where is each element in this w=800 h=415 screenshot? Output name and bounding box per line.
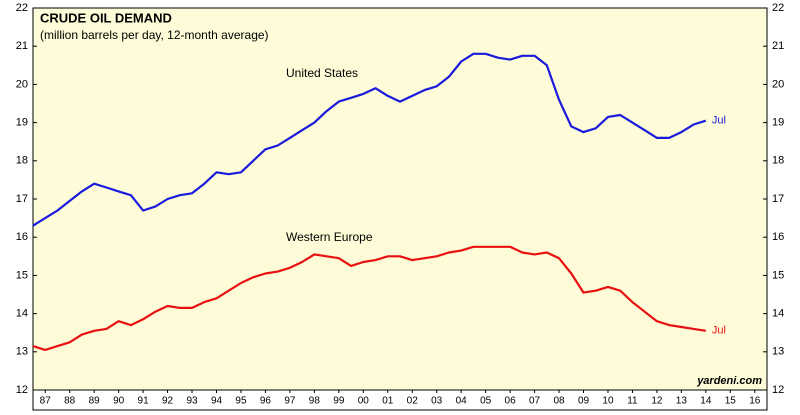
x-tick-label: 07: [529, 396, 541, 407]
y-tick-label: 17: [16, 193, 28, 205]
y-tick-label: 15: [772, 269, 784, 281]
y-tick-label: 21: [16, 40, 28, 52]
plot-area: [32, 7, 768, 391]
y-tick-label: 18: [16, 155, 28, 167]
x-tick-label: 09: [578, 396, 590, 407]
x-tick-label: 99: [333, 396, 345, 407]
x-tick-label: 90: [113, 396, 125, 407]
y-tick-label: 16: [16, 231, 28, 243]
x-tick-label: 97: [284, 396, 296, 407]
y-tick-label: 14: [772, 308, 784, 320]
x-tick-label: 14: [700, 396, 712, 407]
y-tick-label: 13: [16, 346, 28, 358]
x-axis-band: [32, 389, 768, 411]
x-tick-label: 16: [749, 396, 761, 407]
series-label: Western Europe: [286, 230, 373, 244]
x-tick-label: 06: [505, 396, 517, 407]
x-tick-label: 01: [382, 396, 394, 407]
x-tick-label: 11: [627, 396, 638, 407]
x-tick-label: 94: [211, 396, 223, 407]
x-tick-label: 92: [162, 396, 174, 407]
y-tick-label: 12: [772, 384, 784, 396]
x-tick-label: 91: [138, 396, 150, 407]
x-tick-label: 89: [89, 396, 101, 407]
y-tick-label: 21: [772, 40, 784, 52]
y-tick-label: 14: [16, 308, 28, 320]
y-tick-label: 20: [772, 78, 784, 90]
chart-title: CRUDE OIL DEMAND: [40, 10, 172, 25]
y-tick-label: 19: [772, 117, 784, 129]
x-tick-label: 13: [676, 396, 688, 407]
series-line: [32, 245, 706, 351]
chart-subtitle: (million barrels per day, 12-month avera…: [40, 28, 269, 42]
x-tick-label: 00: [358, 396, 370, 407]
y-tick-label: 13: [772, 346, 784, 358]
x-tick-label: 87: [40, 396, 52, 407]
x-tick-label: 15: [725, 396, 737, 407]
x-tick-label: 12: [651, 396, 663, 407]
x-tick-label: 88: [64, 396, 76, 407]
series-label: United States: [286, 66, 358, 80]
x-tick-label: 02: [407, 396, 419, 407]
y-tick-label: 18: [772, 155, 784, 167]
y-tick-label: 19: [16, 117, 28, 129]
y-tick-label: 17: [772, 193, 784, 205]
source: yardeni.com: [696, 375, 762, 387]
x-tick-label: 05: [480, 396, 492, 407]
end-label: Jul: [712, 115, 726, 127]
end-label: Jul: [712, 325, 726, 337]
y-tick-label: 22: [16, 2, 28, 14]
x-tick-label: 04: [456, 396, 468, 407]
y-tick-label: 16: [772, 231, 784, 243]
x-tick-label: 93: [186, 396, 198, 407]
x-tick-label: 98: [309, 396, 321, 407]
x-tick-label: 03: [431, 396, 443, 407]
y-tick-label: 20: [16, 78, 28, 90]
y-tick-label: 12: [16, 384, 28, 396]
y-tick-label: 15: [16, 269, 28, 281]
x-tick-label: 96: [260, 396, 272, 407]
x-tick-label: 10: [602, 396, 614, 407]
x-tick-label: 95: [235, 396, 247, 407]
series-line: [32, 52, 707, 227]
y-tick-label: 22: [772, 2, 784, 14]
x-tick-label: 08: [553, 396, 565, 407]
